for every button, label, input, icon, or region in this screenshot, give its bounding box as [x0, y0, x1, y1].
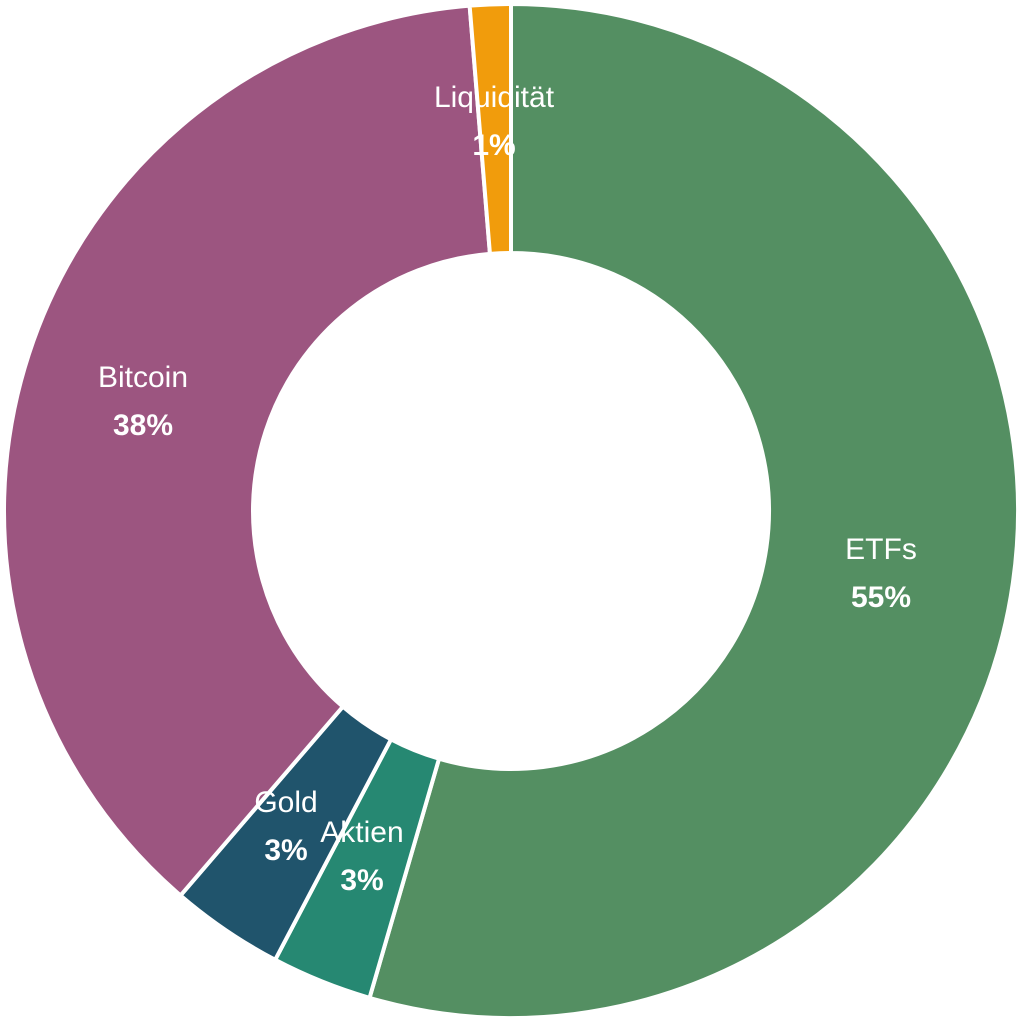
- slice-label-gold: Gold: [254, 786, 317, 819]
- slice-label-etfs: ETFs: [845, 533, 917, 566]
- slice-label-bitcoin: Bitcoin: [98, 361, 188, 394]
- slice-label-aktien: Aktien: [320, 816, 403, 849]
- slice-percent-gold: 3%: [264, 834, 307, 867]
- slice-percent-aktien: 3%: [340, 864, 383, 897]
- slice-percent-liquidit-t: 1%: [472, 129, 515, 162]
- slice-percent-etfs: 55%: [851, 581, 911, 614]
- slice-bitcoin: [2, 3, 493, 899]
- slice-etfs: [367, 1, 1020, 1020]
- slice-liquidit-t: [467, 1, 513, 257]
- labels-group: ETFs 55% Aktien 3% Gold 3% Bitcoin 38% Liquiditä…: [98, 81, 917, 897]
- slice-label-liquidit-t: Liquidität: [434, 81, 555, 114]
- slice-percent-bitcoin: 38%: [113, 409, 173, 442]
